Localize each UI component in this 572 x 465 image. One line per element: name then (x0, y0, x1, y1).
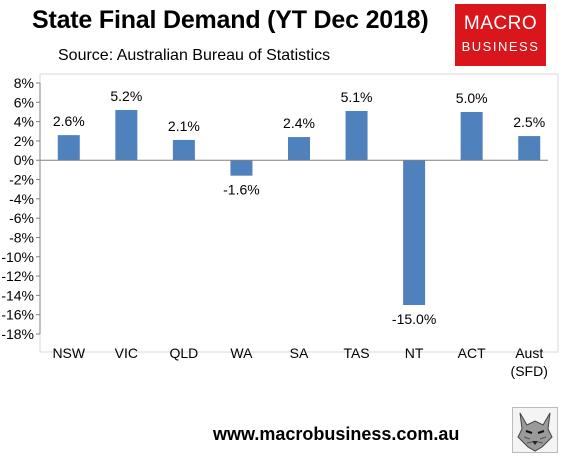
bar-chart: 8% 6% 4% 2% 0% -2% -4% -6% -8% -10% -12% -14% -16% -1… (1, 73, 559, 379)
y-tick-label: 8% (14, 75, 34, 91)
y-tick-label: -6% (9, 210, 34, 226)
data-label: 5.2% (110, 88, 142, 104)
bar-vic (115, 110, 138, 161)
bar-aust (518, 136, 541, 161)
bar-wa (230, 160, 253, 176)
bar-nsw (57, 135, 80, 161)
data-label: 2.1% (168, 118, 200, 134)
x-tick-label: VIC (115, 345, 138, 361)
data-label: 5.1% (341, 89, 373, 105)
x-tick-label: NSW (52, 345, 85, 361)
data-labels: 2.6% 5.2% 2.1% -1.6% 2.4% 5.1% -15.0% 5.0% 2.5% (53, 88, 545, 327)
y-tick-label: 2% (14, 133, 34, 149)
data-label: 2.4% (283, 115, 315, 131)
bar-sa (288, 137, 310, 161)
y-tick-label: 0% (14, 152, 34, 168)
x-tick-label: WA (230, 345, 253, 361)
y-tick-label: -4% (9, 191, 34, 207)
chart-source: Source: Australian Bureau of Statistics (58, 47, 331, 64)
data-label: -15.0% (392, 311, 436, 327)
x-tick-label: (SFD) (511, 363, 548, 379)
data-label: 2.6% (53, 113, 85, 129)
y-tick-label: -8% (9, 229, 34, 245)
x-tick-label: TAS (343, 345, 369, 361)
data-label: 2.5% (513, 114, 545, 130)
x-tick-label: NT (405, 345, 424, 361)
x-axis: NSW VIC QLD WA SA TAS NT ACT Aust (SFD) (40, 159, 548, 379)
bar-nt (403, 160, 426, 306)
y-tick-label: -16% (1, 307, 34, 323)
y-axis: 8% 6% 4% 2% 0% -2% -4% -6% -8% -10% -12% -14% -16% -1… (1, 75, 41, 342)
website-url: www.macrobusiness.com.au (213, 424, 460, 444)
bar-tas (345, 110, 368, 161)
wolf-icon (512, 407, 558, 453)
y-tick-label: -14% (1, 287, 34, 303)
data-label: -1.6% (223, 182, 260, 198)
x-tick-label: QLD (169, 345, 198, 361)
data-label: 5.0% (456, 90, 488, 106)
bars (57, 110, 541, 306)
chart-title: State Final Demand (YT Dec 2018) (32, 6, 429, 34)
logo-line-1: MACRO (463, 13, 538, 34)
x-tick-label: ACT (458, 345, 486, 361)
bar-act (460, 111, 483, 161)
y-tick-label: -2% (9, 172, 34, 188)
x-tick-label: Aust (515, 345, 543, 361)
bar-qld (172, 139, 195, 161)
y-tick-label: -12% (1, 268, 34, 284)
y-tick-label: -10% (1, 249, 34, 265)
y-tick-label: 4% (14, 114, 34, 130)
logo-line-2: BUSINESS (461, 39, 540, 54)
x-tick-label: SA (290, 345, 309, 361)
y-tick-label: 6% (14, 94, 34, 110)
macrobusiness-logo: MACRO BUSINESS (455, 4, 546, 66)
y-tick-label: -18% (1, 326, 34, 342)
